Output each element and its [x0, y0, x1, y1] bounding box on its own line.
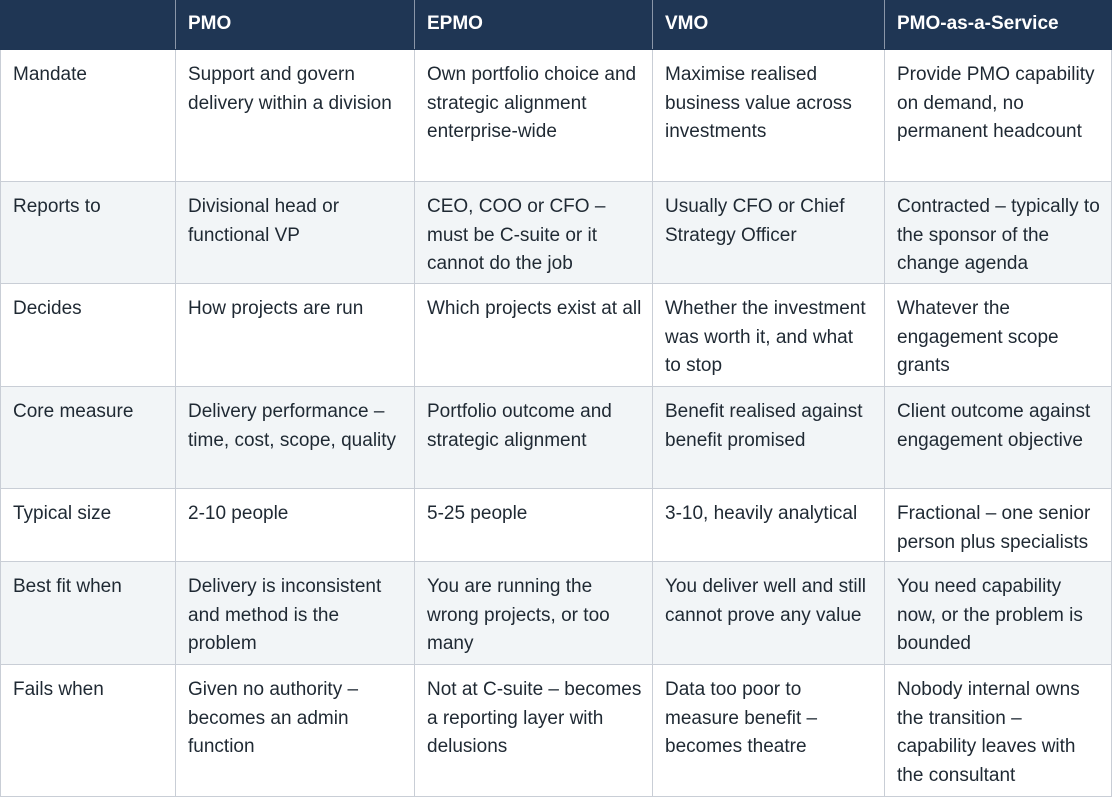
table-cell: Support and govern delivery within a div…	[175, 49, 415, 182]
table-row: Fails when Given no authority – becomes …	[0, 664, 1112, 797]
table-cell: Fractional – one senior person plus spec…	[884, 488, 1112, 562]
row-label-best-fit-when: Best fit when	[0, 561, 176, 665]
table-cell: Whether the investment was worth it, and…	[652, 283, 885, 387]
table-cell: Nobody internal owns the transition – ca…	[884, 664, 1112, 797]
table-cell: Client outcome against engagement object…	[884, 386, 1112, 489]
table-row: Mandate Support and govern delivery with…	[0, 49, 1112, 182]
table-cell: Own portfolio choice and strategic align…	[414, 49, 653, 182]
header-epmo: EPMO	[414, 0, 653, 50]
table-cell: Which projects exist at all	[414, 283, 653, 387]
table-cell: Delivery is inconsistent and method is t…	[175, 561, 415, 665]
row-label-core-measure: Core measure	[0, 386, 176, 489]
table-cell: Benefit realised against benefit promise…	[652, 386, 885, 489]
table-cell: 2-10 people	[175, 488, 415, 562]
table-cell: You deliver well and still cannot prove …	[652, 561, 885, 665]
table-cell: Divisional head or functional VP	[175, 181, 415, 284]
header-row: PMO EPMO VMO PMO-as-a-Service	[0, 0, 1112, 50]
row-label-typical-size: Typical size	[0, 488, 176, 562]
table-row: Best fit when Delivery is inconsistent a…	[0, 561, 1112, 665]
table-cell: CEO, COO or CFO – must be C-suite or it …	[414, 181, 653, 284]
table-cell: Delivery performance – time, cost, scope…	[175, 386, 415, 489]
row-label-fails-when: Fails when	[0, 664, 176, 797]
table-cell: Given no authority – becomes an admin fu…	[175, 664, 415, 797]
table-cell: You need capability now, or the problem …	[884, 561, 1112, 665]
table-row: Core measure Delivery performance – time…	[0, 386, 1112, 489]
row-label-reports-to: Reports to	[0, 181, 176, 284]
table-cell: Provide PMO capability on demand, no per…	[884, 49, 1112, 182]
header-corner-cell	[0, 0, 176, 50]
table-row: Decides How projects are run Which proje…	[0, 283, 1112, 387]
table-cell: How projects are run	[175, 283, 415, 387]
table-cell: 3-10, heavily analytical	[652, 488, 885, 562]
table-cell: Maximise realised business value across …	[652, 49, 885, 182]
table-cell: Portfolio outcome and strategic alignmen…	[414, 386, 653, 489]
table-cell: 5-25 people	[414, 488, 653, 562]
table-cell: You are running the wrong projects, or t…	[414, 561, 653, 665]
table-row: Typical size 2-10 people 5-25 people 3-1…	[0, 488, 1112, 562]
table-cell: Not at C-suite – becomes a reporting lay…	[414, 664, 653, 797]
table-cell: Whatever the engagement scope grants	[884, 283, 1112, 387]
row-label-decides: Decides	[0, 283, 176, 387]
table-cell: Data too poor to measure benefit – becom…	[652, 664, 885, 797]
header-vmo: VMO	[652, 0, 885, 50]
header-pmo-as-a-service: PMO-as-a-Service	[884, 0, 1112, 50]
table-row: Reports to Divisional head or functional…	[0, 181, 1112, 284]
table-cell: Contracted – typically to the sponsor of…	[884, 181, 1112, 284]
row-label-mandate: Mandate	[0, 49, 176, 182]
header-pmo: PMO	[175, 0, 415, 50]
table-cell: Usually CFO or Chief Strategy Officer	[652, 181, 885, 284]
